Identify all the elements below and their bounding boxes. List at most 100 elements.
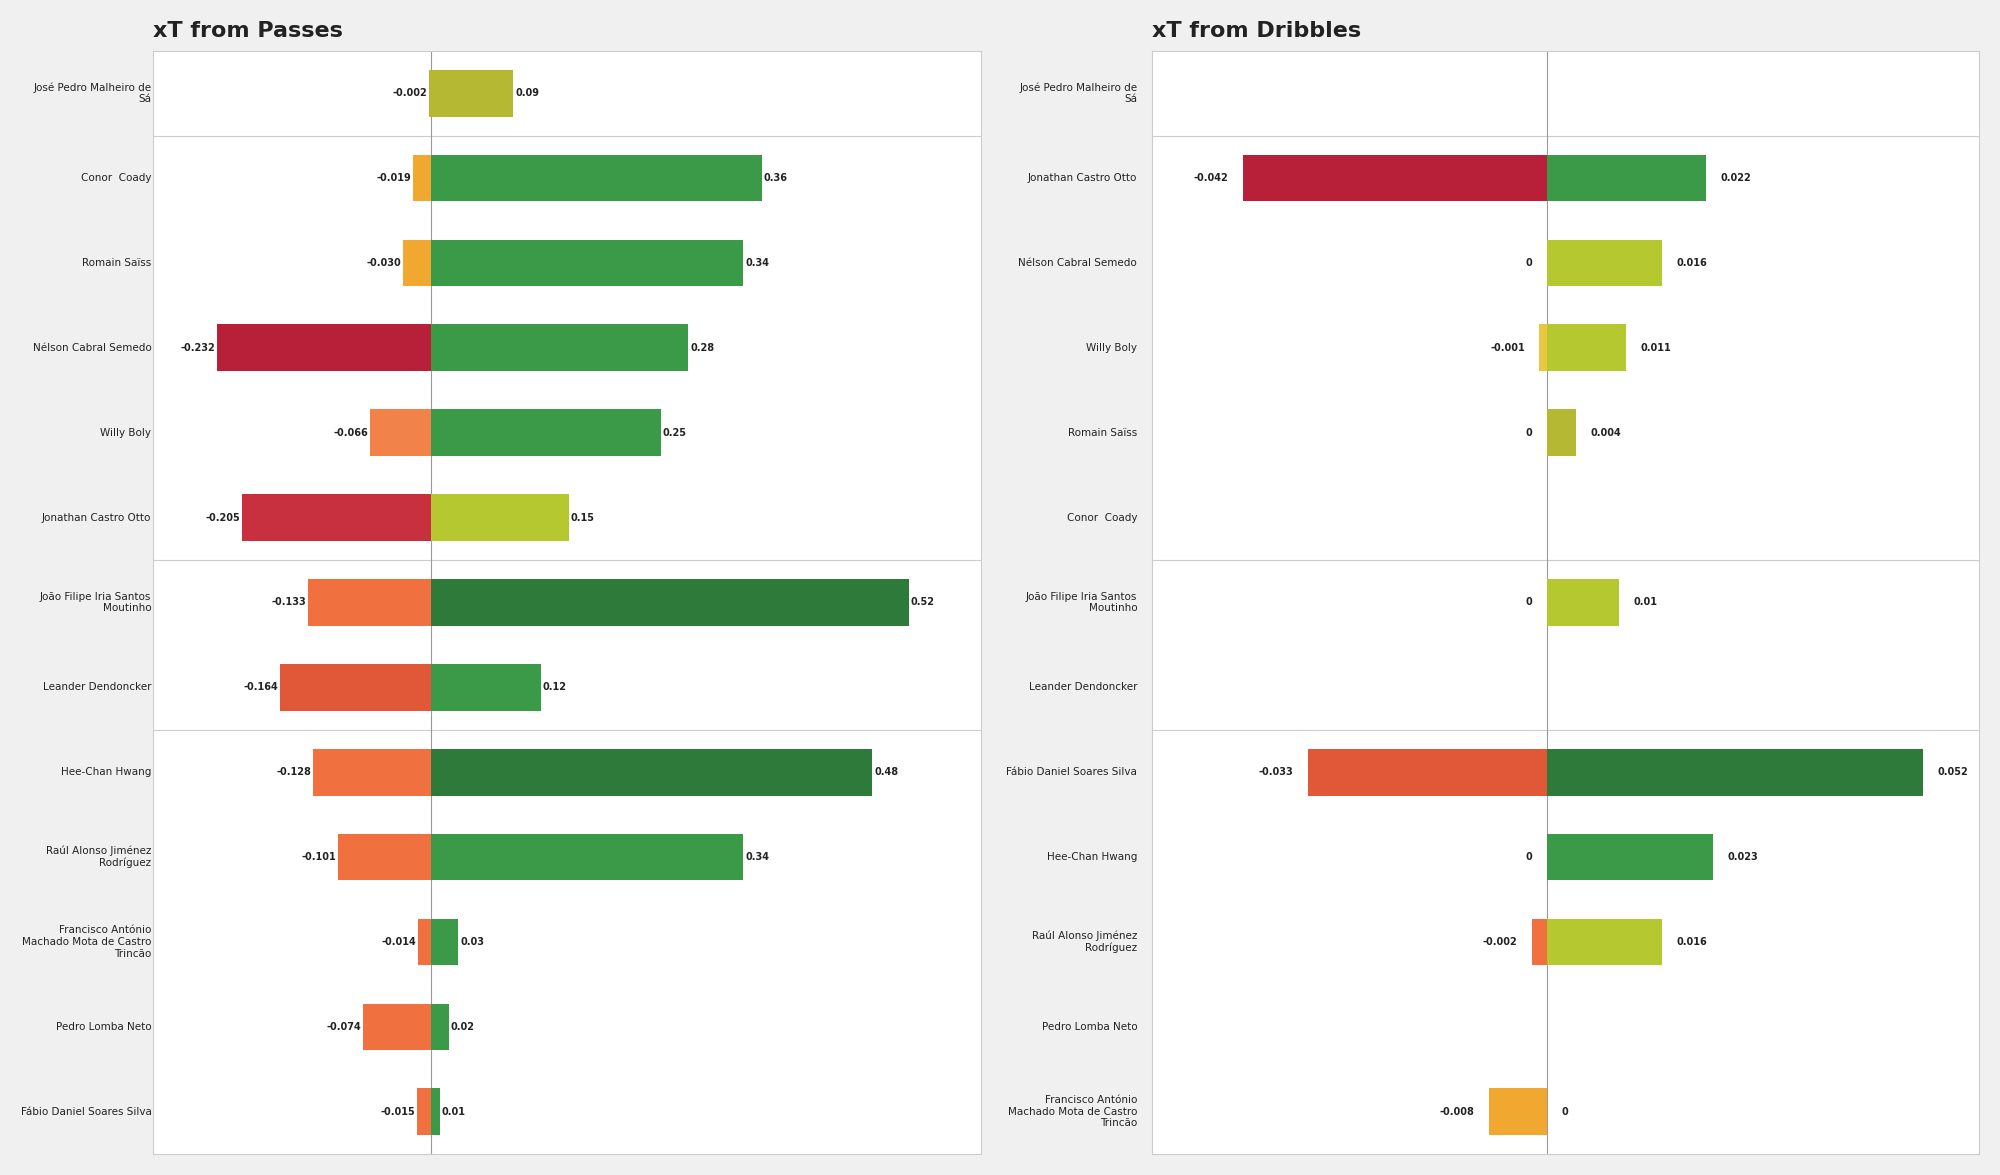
Text: Fábio Daniel Soares Silva: Fábio Daniel Soares Silva [1006, 767, 1138, 777]
Text: Jonathan Castro Otto: Jonathan Castro Otto [1028, 173, 1138, 183]
Text: 0.023: 0.023 [1728, 852, 1758, 862]
Text: 0.09: 0.09 [516, 88, 540, 99]
Text: 0.01: 0.01 [442, 1107, 466, 1116]
Bar [1242, 155, 1546, 201]
Text: 0.004: 0.004 [1590, 428, 1620, 437]
Bar [418, 919, 430, 966]
Text: -0.164: -0.164 [244, 683, 278, 692]
Text: 0.016: 0.016 [1676, 258, 1708, 268]
Text: 0.01: 0.01 [1634, 597, 1658, 607]
Bar [430, 155, 762, 201]
Bar [430, 748, 872, 795]
Text: 0.48: 0.48 [874, 767, 898, 777]
Text: -0.205: -0.205 [206, 512, 240, 523]
Bar [362, 1003, 430, 1050]
Bar [430, 1088, 440, 1135]
Text: 0.016: 0.016 [1676, 936, 1708, 947]
Text: 0: 0 [1526, 852, 1532, 862]
Text: -0.002: -0.002 [392, 88, 428, 99]
Text: 0.052: 0.052 [1938, 767, 1968, 777]
Bar [404, 240, 430, 287]
Text: -0.101: -0.101 [302, 852, 336, 862]
Text: -0.232: -0.232 [180, 343, 216, 352]
Text: Raúl Alonso Jiménez
Rodríguez: Raúl Alonso Jiménez Rodríguez [46, 846, 152, 868]
Text: 0.02: 0.02 [450, 1022, 474, 1032]
Text: Pedro Lomba Neto: Pedro Lomba Neto [56, 1022, 152, 1032]
Bar [308, 579, 430, 626]
Text: 0.03: 0.03 [460, 936, 484, 947]
Text: 0.15: 0.15 [570, 512, 594, 523]
Text: 0: 0 [1526, 258, 1532, 268]
Text: -0.033: -0.033 [1258, 767, 1294, 777]
Bar [430, 919, 458, 966]
Text: Nélson Cabral Semedo: Nélson Cabral Semedo [32, 343, 152, 352]
Bar [430, 240, 744, 287]
Bar [1546, 409, 1576, 456]
Bar [312, 748, 430, 795]
Text: -0.128: -0.128 [276, 767, 312, 777]
Bar [430, 579, 908, 626]
Bar [430, 1003, 450, 1050]
Text: Fábio Daniel Soares Silva: Fábio Daniel Soares Silva [20, 1107, 152, 1116]
Bar [430, 664, 542, 711]
Text: 0.25: 0.25 [662, 428, 686, 437]
Bar [416, 1088, 430, 1135]
Text: Conor  Coady: Conor Coady [1066, 512, 1138, 523]
Text: Romain Saïss: Romain Saïss [82, 258, 152, 268]
Text: Hee-Chan Hwang: Hee-Chan Hwang [1046, 852, 1138, 862]
Bar [1488, 1088, 1546, 1135]
Text: 0.28: 0.28 [690, 343, 714, 352]
Text: -0.074: -0.074 [326, 1022, 360, 1032]
Text: Leander Dendoncker: Leander Dendoncker [42, 683, 152, 692]
Bar [414, 155, 430, 201]
Text: Pedro Lomba Neto: Pedro Lomba Neto [1042, 1022, 1138, 1032]
Bar [1546, 748, 1922, 795]
Bar [1546, 324, 1626, 371]
Bar [1540, 324, 1546, 371]
Text: 0.12: 0.12 [542, 683, 566, 692]
Bar [430, 69, 514, 116]
Bar [242, 495, 430, 540]
Text: Willy Boly: Willy Boly [1086, 343, 1138, 352]
Text: Jonathan Castro Otto: Jonathan Castro Otto [42, 512, 152, 523]
Text: José Pedro Malheiro de
Sá: José Pedro Malheiro de Sá [1020, 82, 1138, 105]
Text: 0.36: 0.36 [764, 173, 788, 183]
Text: -0.030: -0.030 [366, 258, 402, 268]
Text: -0.002: -0.002 [1482, 936, 1518, 947]
Text: Francisco António
Machado Mota de Castro
Trincão: Francisco António Machado Mota de Castro… [22, 926, 152, 959]
Text: 0: 0 [1562, 1107, 1568, 1116]
Text: -0.008: -0.008 [1440, 1107, 1474, 1116]
Bar [1546, 240, 1662, 287]
Bar [218, 324, 430, 371]
Text: Raúl Alonso Jiménez
Rodríguez: Raúl Alonso Jiménez Rodríguez [1032, 931, 1138, 953]
Text: Willy Boly: Willy Boly [100, 428, 152, 437]
Bar [430, 834, 744, 880]
Text: -0.042: -0.042 [1194, 173, 1228, 183]
Text: Francisco António
Machado Mota de Castro
Trincão: Francisco António Machado Mota de Castro… [1008, 1095, 1138, 1128]
Text: 0: 0 [1526, 428, 1532, 437]
Bar [1546, 919, 1662, 966]
Text: Romain Saïss: Romain Saïss [1068, 428, 1138, 437]
Text: Hee-Chan Hwang: Hee-Chan Hwang [62, 767, 152, 777]
Bar [370, 409, 430, 456]
Text: -0.019: -0.019 [376, 173, 412, 183]
Text: 0.52: 0.52 [910, 597, 934, 607]
Bar [1308, 748, 1546, 795]
Text: João Filipe Iria Santos
Moutinho: João Filipe Iria Santos Moutinho [40, 592, 152, 613]
Text: Leander Dendoncker: Leander Dendoncker [1028, 683, 1138, 692]
Text: Conor  Coady: Conor Coady [80, 173, 152, 183]
Text: 0: 0 [1526, 597, 1532, 607]
Bar [1546, 579, 1618, 626]
Bar [430, 495, 568, 540]
Bar [430, 324, 688, 371]
Text: 0.011: 0.011 [1640, 343, 1672, 352]
Bar [280, 664, 430, 711]
Text: 0.022: 0.022 [1720, 173, 1750, 183]
Text: 0.34: 0.34 [746, 258, 770, 268]
Text: -0.066: -0.066 [334, 428, 368, 437]
Text: José Pedro Malheiro de
Sá: José Pedro Malheiro de Sá [34, 82, 152, 105]
Bar [1546, 834, 1712, 880]
Bar [338, 834, 430, 880]
Text: 0.34: 0.34 [746, 852, 770, 862]
Bar [1546, 155, 1706, 201]
